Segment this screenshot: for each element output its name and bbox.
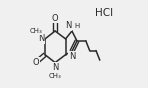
Text: CH₃: CH₃: [29, 28, 42, 34]
Text: N: N: [69, 52, 75, 61]
Text: N: N: [65, 21, 71, 30]
Text: H: H: [74, 23, 79, 29]
Text: O: O: [33, 58, 39, 67]
Text: N: N: [52, 63, 58, 72]
Text: O: O: [52, 14, 58, 23]
Text: HCl: HCl: [95, 8, 113, 18]
Text: CH₃: CH₃: [49, 73, 62, 79]
Text: N: N: [38, 34, 45, 43]
